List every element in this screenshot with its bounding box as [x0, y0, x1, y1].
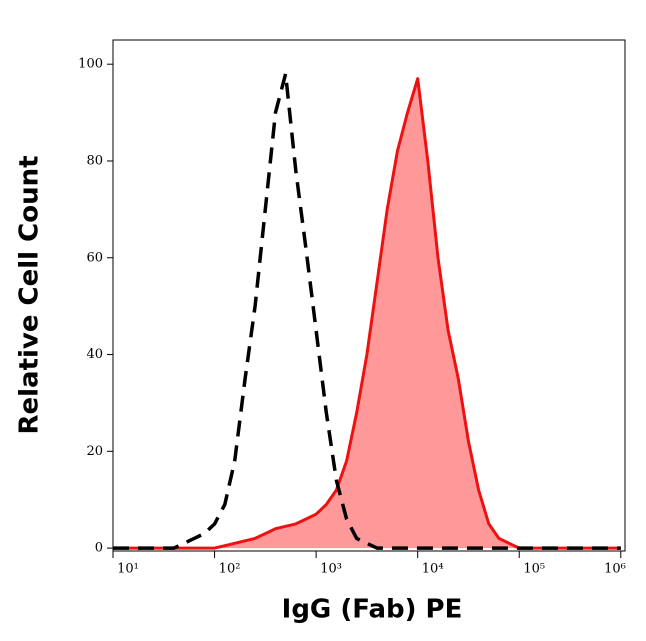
plot-frame — [112, 39, 626, 552]
x-tick-label: 10¹ — [117, 562, 139, 577]
area — [113, 78, 621, 549]
x-axis-label: IgG (Fab) PE — [282, 595, 463, 625]
y-tick-label: 100 — [78, 57, 103, 72]
x-tick-label: 10² — [219, 562, 241, 577]
x-tick-label: 10⁵ — [523, 562, 545, 577]
y-tick-label: 80 — [86, 153, 103, 168]
x-tick-label: 10⁶ — [604, 562, 626, 577]
y-tick-label: 60 — [86, 250, 103, 265]
y-tick-label: 20 — [86, 444, 103, 459]
y-axis-label: Relative Cell Count — [15, 155, 45, 434]
x-tick-label: 10⁴ — [422, 562, 444, 577]
y-tick-label: 40 — [86, 347, 103, 362]
y-tick-label: 0 — [95, 541, 103, 556]
line — [113, 73, 621, 550]
x-tick-label: 10³ — [320, 562, 342, 577]
line — [113, 77, 621, 550]
